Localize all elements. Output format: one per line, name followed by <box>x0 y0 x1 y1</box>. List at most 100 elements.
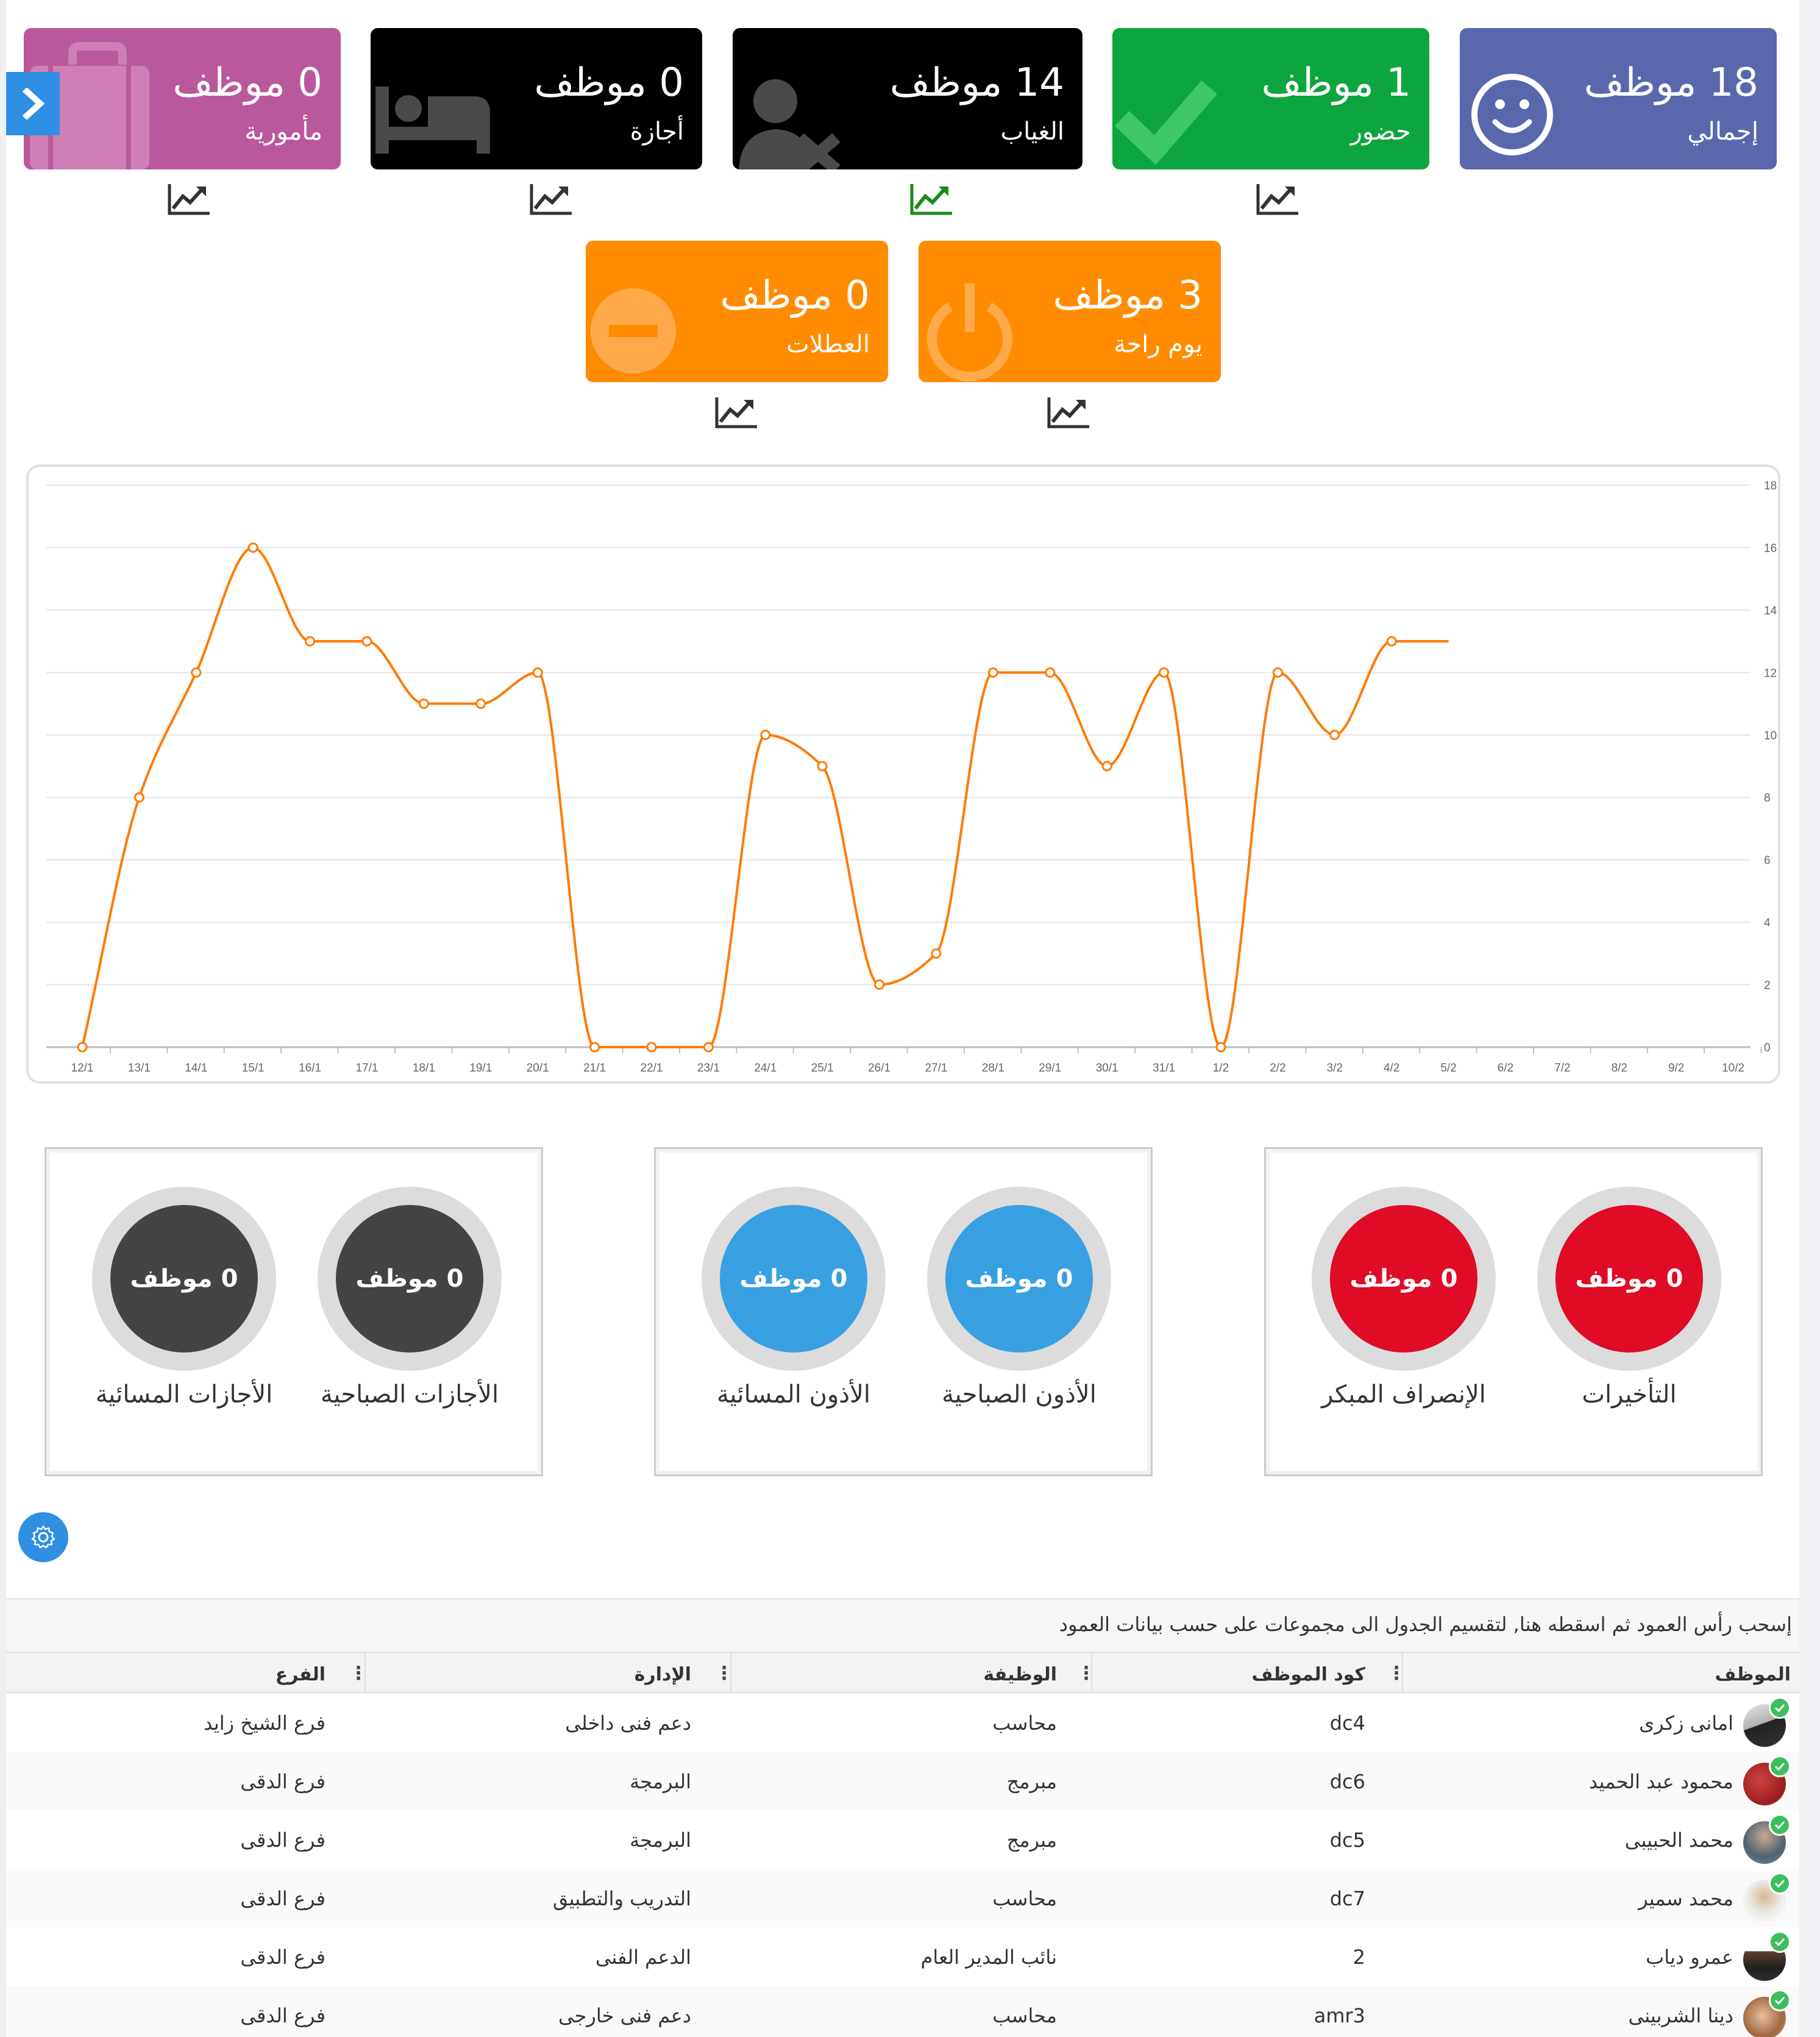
data-point[interactable] <box>817 761 828 772</box>
data-point[interactable] <box>987 667 998 678</box>
cell-employee-name[interactable]: امانى زكرى <box>1639 1712 1733 1735</box>
ring-morning-leaves-count: 0 موظف <box>355 1265 464 1293</box>
card-absent-label: الغياب <box>1000 118 1064 146</box>
data-point[interactable] <box>1386 636 1397 647</box>
card-leave-label: أجازة <box>630 118 684 146</box>
data-point[interactable] <box>532 667 543 678</box>
data-point[interactable] <box>305 636 316 647</box>
trend-present-icon[interactable] <box>909 182 953 216</box>
table-row[interactable]: محمود عبد الحميد dc6 مبرمج البرمجة فرع ا… <box>6 1752 1799 1810</box>
data-point[interactable] <box>589 1042 600 1053</box>
cell-branch: فرع الشيخ زايد <box>204 1712 325 1735</box>
chart-canvas: 12/1 13/1 14/1 15/1 16/1 17/1 18/1 19/1 20/1 21/1… <box>46 480 1777 1075</box>
data-point[interactable] <box>703 1042 714 1053</box>
col-header-branch[interactable]: الفرع <box>275 1664 325 1685</box>
group-drop-area[interactable]: إسحب رأس العمود ثم اسقطه هنا, لتقسيم الج… <box>6 1598 1799 1652</box>
chevron-right-icon <box>22 88 45 119</box>
data-point[interactable] <box>418 699 429 709</box>
table-row[interactable]: عمرو دياب 2 نائب المدير العام الدعم الفن… <box>6 1927 1799 1986</box>
x-tick-label: 19/1 <box>469 1062 492 1075</box>
data-point[interactable] <box>931 948 942 959</box>
col-menu-code-icon[interactable]: ⋮ <box>1077 1663 1095 1684</box>
x-tick-label: 20/1 <box>527 1062 549 1075</box>
trend-leave-icon[interactable] <box>167 182 211 216</box>
trend-total-icon[interactable] <box>1256 182 1299 216</box>
col-divider[interactable] <box>1402 1653 1403 1692</box>
cell-employee-name[interactable]: محمود عبد الحميد <box>1588 1770 1733 1793</box>
col-divider[interactable] <box>1091 1653 1092 1692</box>
x-tick-label: 15/1 <box>242 1062 265 1075</box>
data-point[interactable] <box>247 542 258 553</box>
card-holidays[interactable]: 0 موظف العطلات <box>586 241 888 382</box>
ring-early-leave[interactable]: 0 موظف <box>1312 1187 1496 1371</box>
trend-absent-icon[interactable] <box>529 182 573 216</box>
card-mission[interactable]: 0 موظف مأمورية <box>24 28 341 169</box>
online-check-icon <box>1769 1814 1791 1836</box>
x-tick-label: 25/1 <box>811 1062 834 1075</box>
ring-early-leave-dot: 0 موظف <box>1330 1205 1477 1353</box>
ring-late-dot: 0 موظف <box>1555 1205 1703 1353</box>
data-point[interactable] <box>133 792 144 803</box>
cell-department: دعم فنى خارجى <box>558 2004 691 2027</box>
card-leave[interactable]: 0 موظف أجازة <box>371 28 702 169</box>
x-tick-label: 27/1 <box>925 1062 948 1075</box>
card-holidays-count: 0 موظف <box>720 273 870 318</box>
data-point[interactable] <box>1045 667 1056 678</box>
settings-button[interactable] <box>18 1512 68 1562</box>
data-point[interactable] <box>874 979 885 990</box>
table-row[interactable]: امانى زكرى dc4 محاسب دعم فنى داخلى فرع ا… <box>6 1693 1799 1752</box>
trend-rest-day-icon[interactable] <box>1047 395 1090 429</box>
x-tick-label: 9/2 <box>1668 1062 1684 1075</box>
ring-morning-leaves-dot: 0 موظف <box>336 1205 483 1353</box>
card-rest-day[interactable]: 3 موظف يوم راحة <box>919 241 1221 382</box>
col-divider[interactable] <box>364 1653 366 1692</box>
data-point[interactable] <box>646 1042 657 1053</box>
cell-employee-code: dc5 <box>1329 1829 1365 1852</box>
data-point[interactable] <box>1101 761 1112 772</box>
table-row[interactable]: محمد الحبيبى dc5 مبرمج البرمجة فرع الدقى <box>6 1810 1799 1869</box>
cell-employee-name[interactable]: عمرو دياب <box>1646 1946 1733 1969</box>
data-point[interactable] <box>191 667 202 678</box>
table-row[interactable]: محمد سمير dc7 محاسب التدريب والتطبيق فرع… <box>6 1869 1799 1927</box>
data-point[interactable] <box>361 636 372 647</box>
data-point[interactable] <box>760 730 771 741</box>
ring-evening-leaves[interactable]: 0 موظف <box>92 1187 276 1371</box>
cell-job: محاسب <box>992 1887 1057 1910</box>
card-present[interactable]: 1 موظف حضور <box>1112 28 1429 169</box>
col-header-department[interactable]: الإدارة <box>634 1664 691 1685</box>
cell-department: البرمجة <box>630 1770 691 1793</box>
card-mission-count: 0 موظف <box>172 60 322 105</box>
y-tick-label: 10 <box>1764 730 1777 742</box>
table-row[interactable]: دينا الشربينى amr3 محاسب دعم فنى خارجى ف… <box>6 1986 1799 2037</box>
col-header-job[interactable]: الوظيفة <box>983 1664 1057 1685</box>
ring-evening-permits-dot: 0 موظف <box>720 1205 867 1353</box>
cell-employee-name[interactable]: دينا الشربينى <box>1628 2004 1733 2027</box>
cell-employee-name[interactable]: محمد سمير <box>1638 1887 1733 1910</box>
col-header-code[interactable]: كود الموظف <box>1251 1664 1365 1685</box>
data-point[interactable] <box>77 1042 88 1053</box>
ring-morning-leaves[interactable]: 0 موظف <box>318 1187 502 1371</box>
card-total-label: إجمالي <box>1687 118 1758 146</box>
data-point[interactable] <box>1215 1042 1226 1053</box>
ring-late[interactable]: 0 موظف <box>1537 1187 1721 1371</box>
col-header-employee[interactable]: الموظف <box>1715 1664 1791 1685</box>
online-check-icon <box>1769 1755 1791 1777</box>
data-point[interactable] <box>1159 667 1170 678</box>
data-point[interactable] <box>475 699 486 709</box>
x-tick-label: 3/2 <box>1327 1062 1343 1075</box>
card-total[interactable]: 18 موظف إجمالي <box>1460 28 1777 169</box>
card-absent[interactable]: 14 موظف الغياب <box>733 28 1082 169</box>
x-tick-label: 8/2 <box>1612 1062 1627 1075</box>
x-tick-label: 18/1 <box>413 1062 435 1075</box>
sidebar-toggle-button[interactable] <box>6 72 60 135</box>
data-point[interactable] <box>1272 667 1283 678</box>
trend-holidays-icon[interactable] <box>714 395 758 429</box>
data-point[interactable] <box>1329 730 1340 741</box>
cell-job: محاسب <box>992 2004 1057 2027</box>
ring-evening-permits[interactable]: 0 موظف <box>702 1187 886 1371</box>
cell-department: التدريب والتطبيق <box>552 1887 691 1910</box>
cell-department: البرمجة <box>630 1829 691 1852</box>
ring-morning-permits[interactable]: 0 موظف <box>927 1187 1111 1371</box>
col-divider[interactable] <box>730 1653 731 1692</box>
cell-employee-name[interactable]: محمد الحبيبى <box>1624 1829 1733 1852</box>
